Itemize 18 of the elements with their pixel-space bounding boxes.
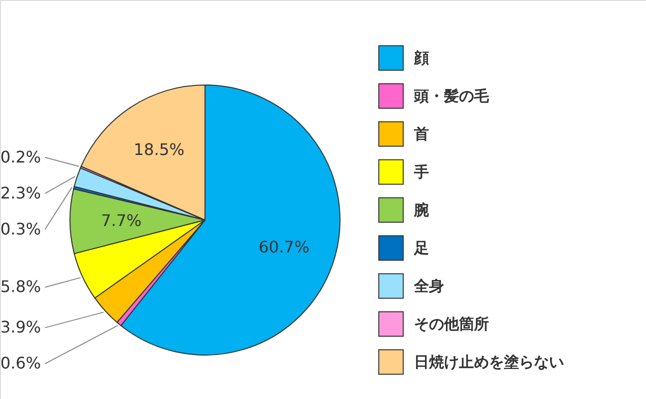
data-label: 60.7% [258, 238, 310, 257]
legend-label: 全身 [413, 277, 444, 295]
data-label: 0.3% [0, 219, 41, 238]
legend-label: その他箇所 [414, 315, 489, 333]
data-label: 3.9% [0, 318, 41, 337]
legend-label: 日焼け止めを塗らない [414, 353, 564, 371]
legend-label: 足 [413, 239, 429, 257]
data-label: 0.2% [0, 147, 41, 166]
data-label: 18.5% [134, 140, 184, 160]
legend-label: 顔 [413, 49, 429, 67]
legend-label: 手 [413, 163, 429, 181]
legend-label: 頭・髪の毛 [413, 87, 490, 105]
data-label: 0.6% [0, 354, 41, 373]
data-label: 7.7% [100, 210, 142, 230]
legend-label: 腕 [413, 201, 429, 219]
legend-label: 首 [413, 125, 429, 143]
data-label: 5.8% [0, 277, 41, 296]
data-label: 2.3% [0, 183, 41, 202]
